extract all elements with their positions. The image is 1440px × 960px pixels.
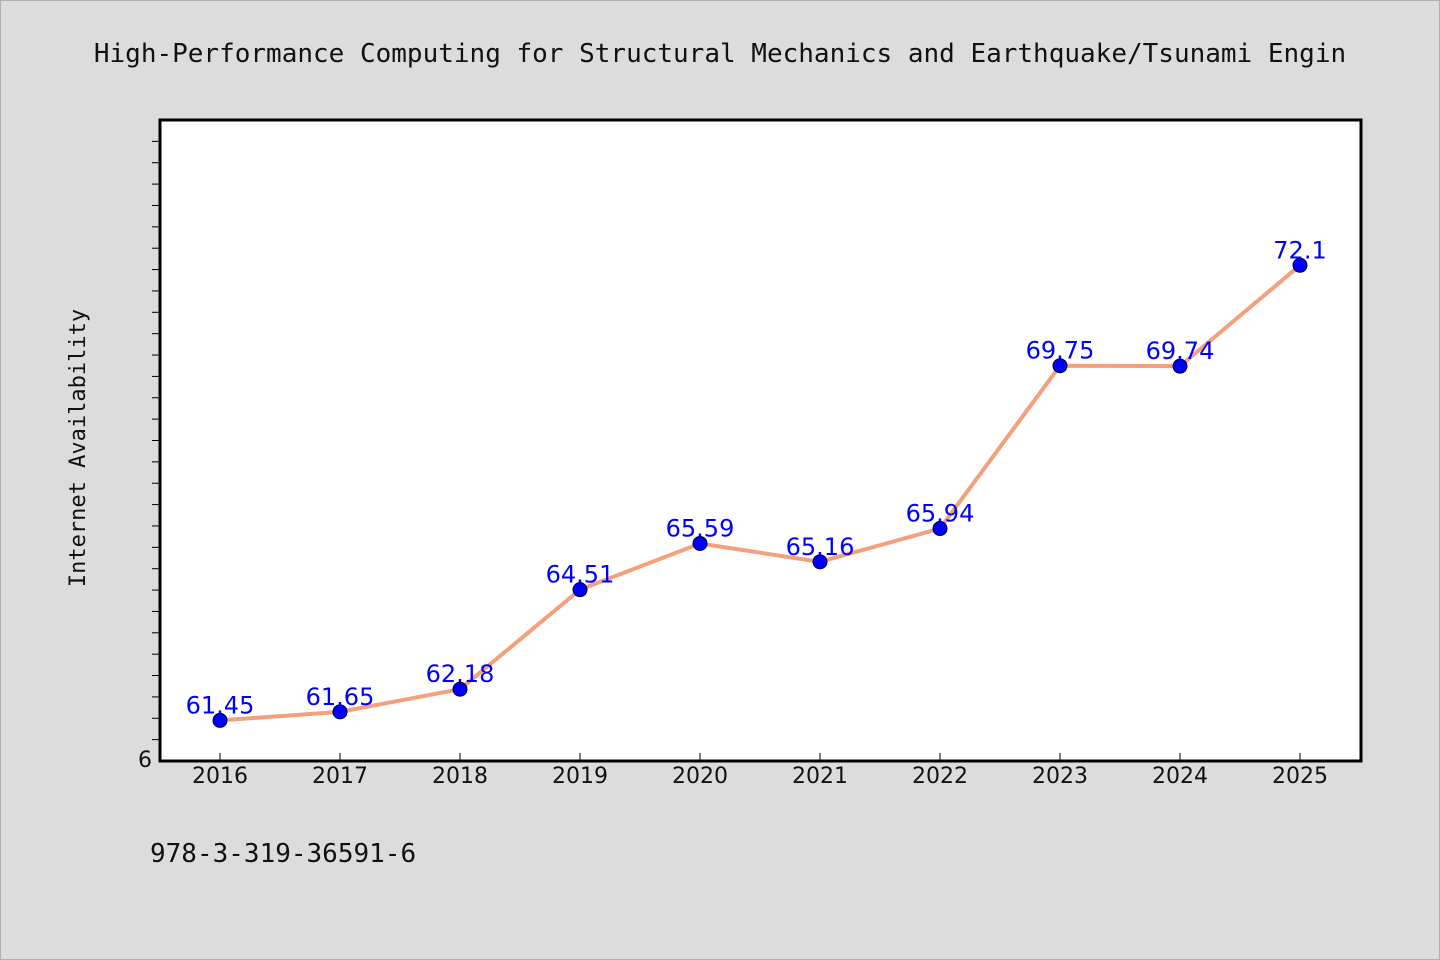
plot-area bbox=[158, 118, 1363, 763]
data-point bbox=[332, 704, 348, 720]
data-point bbox=[1292, 257, 1308, 273]
data-point bbox=[1052, 358, 1068, 374]
data-point bbox=[212, 712, 228, 728]
data-label: 61.65 bbox=[306, 683, 375, 711]
data-point bbox=[452, 681, 468, 697]
series-layer: 61.45 61.65 62.18 64.51 65.59 65.16 65.94 69.75… bbox=[186, 236, 1327, 728]
series-line bbox=[219, 263, 1302, 723]
x-tick-label: 2024 bbox=[1152, 764, 1208, 789]
y-axis-ticks: 6 bbox=[138, 140, 160, 773]
x-tick-label: 2025 bbox=[1272, 764, 1328, 789]
y-axis-label: Internet Availability bbox=[66, 309, 91, 587]
footer-text: 978-3-319-36591-6 bbox=[150, 839, 416, 869]
data-point bbox=[692, 535, 708, 551]
data-label: 65.16 bbox=[786, 533, 855, 561]
data-label: 65.94 bbox=[906, 500, 975, 528]
data-point bbox=[932, 521, 948, 537]
data-label: 64.51 bbox=[546, 561, 615, 589]
x-tick-label: 2017 bbox=[312, 764, 368, 789]
data-point bbox=[1172, 358, 1188, 374]
data-label: 69.75 bbox=[1026, 337, 1095, 365]
x-tick-label: 2022 bbox=[912, 764, 968, 789]
x-tick-label: 2021 bbox=[792, 764, 848, 789]
data-point bbox=[812, 554, 828, 570]
x-tick-label: 2020 bbox=[672, 764, 728, 789]
chart-title: High-Performance Computing for Structura… bbox=[94, 39, 1346, 69]
data-label: 69.74 bbox=[1146, 337, 1215, 365]
data-label: 62.18 bbox=[426, 660, 495, 688]
x-tick-label: 2019 bbox=[552, 764, 608, 789]
data-point bbox=[572, 582, 588, 598]
x-tick-label: 2023 bbox=[1032, 764, 1088, 789]
data-label: 61.45 bbox=[186, 691, 255, 719]
y-tick-label: 6 bbox=[138, 748, 152, 773]
x-axis-ticks: 2016 2017 2018 2019 2020 2021 2022 2023 2024 2025 bbox=[192, 753, 1328, 789]
data-label: 72.1 bbox=[1273, 236, 1326, 264]
x-tick-label: 2016 bbox=[192, 764, 248, 789]
data-label: 65.59 bbox=[666, 514, 735, 542]
x-tick-label: 2018 bbox=[432, 764, 488, 789]
